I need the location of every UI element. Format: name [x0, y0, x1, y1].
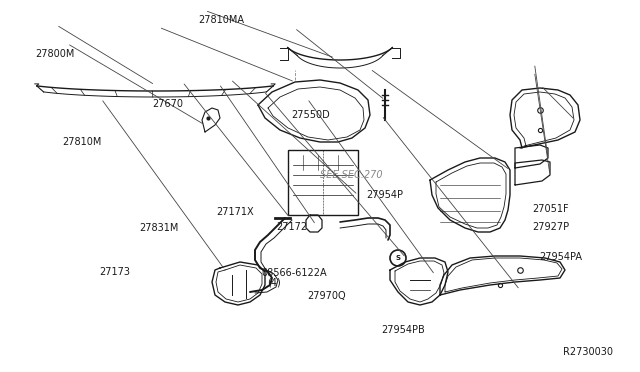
- Text: 27173: 27173: [99, 267, 130, 276]
- Text: SEE SEC.270: SEE SEC.270: [320, 170, 383, 180]
- Text: 27831M: 27831M: [140, 223, 179, 232]
- Text: 27810M: 27810M: [63, 137, 102, 147]
- Bar: [288, 150, 358, 215]
- Text: 27970Q: 27970Q: [307, 291, 346, 301]
- Text: 08566-6122A: 08566-6122A: [261, 269, 327, 278]
- Text: 27954P: 27954P: [366, 190, 403, 200]
- Text: 27810MA: 27810MA: [198, 16, 244, 25]
- Text: 27670: 27670: [152, 99, 183, 109]
- Text: 27171X: 27171X: [216, 207, 254, 217]
- Text: 27800M: 27800M: [35, 49, 75, 59]
- Text: 27927P: 27927P: [532, 222, 570, 232]
- Text: 27954PB: 27954PB: [381, 326, 425, 335]
- Text: (4): (4): [268, 278, 281, 288]
- Text: S: S: [396, 255, 401, 261]
- Text: 27550D: 27550D: [291, 110, 330, 120]
- Text: 27172: 27172: [276, 222, 308, 232]
- Text: R2730030: R2730030: [563, 347, 613, 356]
- Text: 27954PA: 27954PA: [539, 253, 582, 262]
- Text: 27051F: 27051F: [532, 204, 569, 214]
